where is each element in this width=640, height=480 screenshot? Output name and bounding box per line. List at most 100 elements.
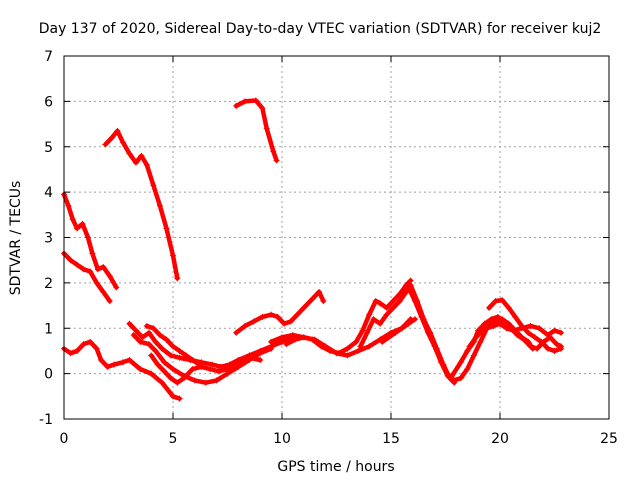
data-point: [344, 352, 351, 359]
y-axis-label: SDTVAR / TECUs: [8, 181, 24, 296]
data-point: [150, 325, 157, 332]
y-tick-label: 7: [44, 49, 53, 65]
data-point: [148, 352, 155, 359]
data-point: [466, 343, 473, 350]
data-point: [292, 336, 299, 343]
data-point: [366, 343, 373, 350]
data-point: [241, 322, 248, 329]
x-tick-label: 5: [169, 431, 178, 447]
data-point: [146, 341, 153, 348]
data-point: [294, 311, 301, 318]
data-point: [383, 304, 390, 311]
data-point: [176, 395, 183, 402]
data-point: [470, 352, 477, 359]
x-axis-ticks: 0 5 10 15 20 25: [60, 56, 618, 447]
data-point: [283, 341, 290, 348]
data-point: [257, 350, 264, 357]
data-point: [130, 332, 137, 339]
data-point: [344, 345, 351, 352]
data-point: [525, 338, 532, 345]
data-point: [473, 334, 480, 341]
data-point: [335, 350, 342, 357]
grid-lines: [64, 56, 609, 419]
data-point: [531, 334, 538, 341]
data-point: [106, 273, 113, 280]
data-point: [492, 318, 499, 325]
data-point: [170, 343, 176, 350]
data-point: [464, 347, 471, 354]
data-point: [527, 322, 534, 329]
data-point: [102, 141, 109, 148]
data-point: [241, 98, 248, 105]
series-arc-17: [466, 316, 536, 352]
series-arc-3: [61, 191, 120, 291]
data-point: [167, 352, 174, 359]
data-point: [396, 291, 403, 298]
data-point: [207, 366, 214, 373]
data-point: [486, 304, 493, 311]
y-axis-ticks: -1 0 1 2 3 4 5 6 7: [39, 49, 609, 428]
data-point: [143, 322, 150, 329]
data-point: [139, 334, 146, 341]
data-point: [209, 361, 216, 368]
data-point: [411, 298, 418, 305]
data-point: [174, 379, 181, 386]
data-point: [87, 268, 94, 275]
data-point: [252, 97, 259, 104]
data-point: [281, 320, 288, 327]
data-point: [152, 338, 159, 345]
data-point: [67, 350, 74, 357]
data-point: [163, 336, 170, 343]
data-point: [449, 372, 456, 379]
y-tick-label: 5: [44, 140, 53, 156]
data-point: [148, 370, 155, 377]
data-point: [357, 343, 364, 350]
data-point: [359, 327, 366, 334]
series-arc-16: [486, 297, 565, 354]
data-point: [156, 332, 163, 339]
data-point: [196, 361, 203, 368]
data-point: [246, 354, 253, 361]
data-point: [492, 298, 499, 305]
series-line: [380, 316, 418, 345]
data-point: [512, 313, 519, 320]
data-point: [411, 316, 418, 323]
series-arc-2: [233, 97, 280, 164]
data-point: [161, 359, 168, 366]
series-arc-13: [357, 282, 458, 386]
data-point: [370, 316, 377, 323]
data-point: [93, 279, 100, 286]
data-point: [390, 298, 397, 305]
data-point: [536, 325, 543, 332]
series-arc-5: [61, 338, 183, 402]
data-point: [224, 366, 231, 373]
data-point: [80, 266, 87, 273]
data-point: [316, 288, 323, 295]
data-point: [268, 338, 275, 345]
data-point: [106, 298, 113, 305]
data-point: [405, 320, 412, 327]
data-point: [553, 341, 560, 348]
data-point: [529, 345, 536, 352]
data-point: [518, 334, 525, 341]
data-point: [499, 316, 506, 323]
data-point: [418, 313, 425, 320]
data-point: [457, 375, 464, 382]
data-point: [132, 327, 139, 334]
data-point: [405, 284, 412, 291]
data-point: [392, 329, 399, 336]
x-tick-label: 0: [60, 431, 69, 447]
data-point: [170, 366, 176, 373]
series-line: [284, 278, 413, 356]
data-point: [98, 357, 105, 364]
data-point: [202, 379, 209, 386]
data-point: [235, 359, 242, 366]
data-point: [385, 334, 392, 341]
data-point: [163, 225, 170, 232]
y-tick-label: 4: [44, 185, 53, 201]
x-tick-label: 10: [273, 431, 291, 447]
data-point: [119, 359, 126, 366]
data-point: [183, 352, 190, 359]
data-point: [488, 316, 495, 323]
series-arc-12: [283, 277, 414, 357]
